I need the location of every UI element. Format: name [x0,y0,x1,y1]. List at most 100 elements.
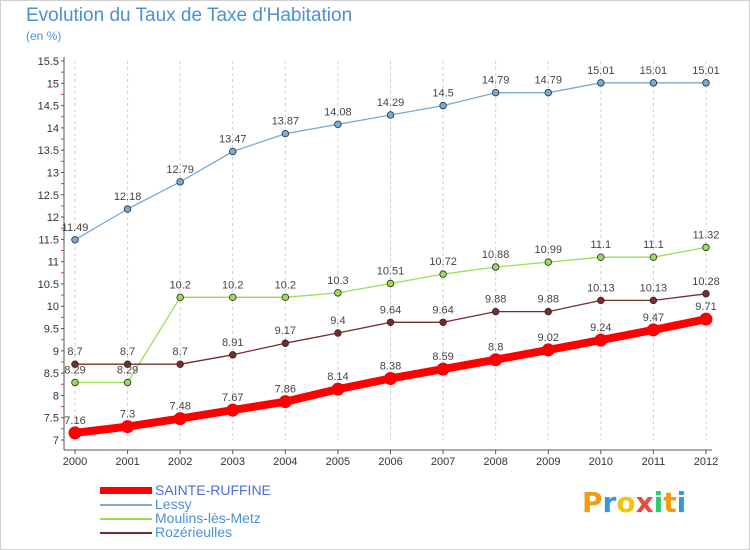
series-points [68,79,713,440]
data-label: 10.51 [377,265,405,277]
data-label: 15.01 [640,65,668,77]
data-label: 13.47 [219,134,247,146]
data-point [226,403,240,417]
data-point [71,378,79,387]
data-label: 9.17 [275,325,296,337]
y-tick-label: 9.5 [44,324,59,336]
logo-letter: t [663,486,677,519]
data-label: 15.01 [692,65,720,77]
y-tick-label: 11.5 [38,234,59,246]
x-tick-label: 2010 [589,456,613,468]
data-point [702,290,710,298]
y-tick-label: 15 [47,78,59,90]
data-label: 8.7 [173,346,188,358]
legend-label: Lessy [155,496,192,512]
data-label: 11.1 [643,239,664,251]
data-label: 7.48 [169,401,190,413]
data-label: 15.01 [587,65,615,77]
x-tick-label: 2004 [273,456,297,468]
data-point [439,270,447,278]
data-label: 8.59 [432,351,453,363]
data-point [439,318,447,326]
data-label: 7.16 [64,415,85,427]
data-point [489,353,503,367]
data-point [123,205,132,213]
data-label: 9.64 [380,304,401,316]
data-label: 11.49 [62,222,89,234]
y-tick-label: 12 [47,212,59,224]
y-tick-label: 15.5 [38,56,59,68]
x-tick-label: 2008 [483,456,507,468]
proxiti-logo: Proxiti [582,486,686,519]
y-tick-label: 8.5 [44,368,59,380]
x-tick-label: 2007 [431,456,455,468]
y-tick-label: 13.5 [38,145,59,157]
legend-swatch [100,518,152,520]
data-label: 8.8 [488,342,503,354]
data-point [281,339,290,347]
data-point [491,263,500,271]
data-point [702,79,710,87]
data-label: 12.79 [166,164,194,176]
data-label: 12.18 [114,191,142,203]
legend-swatch [100,487,152,494]
data-point [176,178,184,186]
data-point [384,371,397,385]
data-point [334,329,342,337]
data-point [123,378,132,387]
data-label: 13.87 [272,116,300,128]
chart-unit: (en %) [26,29,62,43]
data-point [281,129,290,138]
data-label: 8.7 [120,346,135,358]
data-point [176,360,184,368]
data-point [176,293,184,302]
data-label: 10.3 [327,275,348,287]
data-point [649,79,658,87]
legend-label: Rozérieulles [155,524,233,540]
data-label: 8.7 [67,346,82,358]
axes: 77.588.599.51010.51111.51212.51313.51414… [38,56,719,468]
y-tick-label: 14.5 [38,101,59,113]
legend-swatch [100,504,152,506]
data-label: 10.13 [640,282,668,294]
data-label: 9.88 [538,294,559,306]
data-point [544,258,552,266]
x-tick-label: 2005 [326,456,350,468]
data-label: 9.64 [432,304,453,316]
data-label: 14.29 [377,97,405,109]
logo-letter: o [616,486,636,519]
data-point [386,318,395,326]
data-label: 8.14 [327,371,348,383]
data-point [121,420,135,434]
logo-letter: i [676,486,687,519]
data-point [334,120,342,129]
data-point [281,293,290,302]
data-point [594,333,608,347]
data-label: 10.2 [169,279,190,291]
data-label: 14.79 [482,75,510,87]
data-label: 7.3 [120,409,135,421]
data-point [386,279,395,288]
data-point [597,79,605,87]
data-point [229,147,237,156]
data-labels: 11.49 12.18 12.79 13.47 13.87 14.08 14.29 14.5 1… [62,65,720,427]
data-label: 10.13 [587,282,615,294]
data-label: 14.08 [324,106,352,118]
data-label: 9.4 [330,315,345,327]
data-point [597,296,605,305]
data-point [541,343,555,357]
data-point [173,412,187,426]
logo-letter: P [582,486,603,519]
data-point [544,88,552,97]
data-label: 7.86 [275,384,296,396]
data-point [229,351,237,359]
data-point [491,88,500,97]
data-point [123,360,132,368]
data-label: 8.29 [64,364,85,376]
y-tick-label: 10.5 [38,279,59,291]
data-label: 9.88 [485,294,506,306]
x-tick-label: 2002 [168,456,192,468]
data-point [702,243,710,252]
data-point [544,307,552,316]
